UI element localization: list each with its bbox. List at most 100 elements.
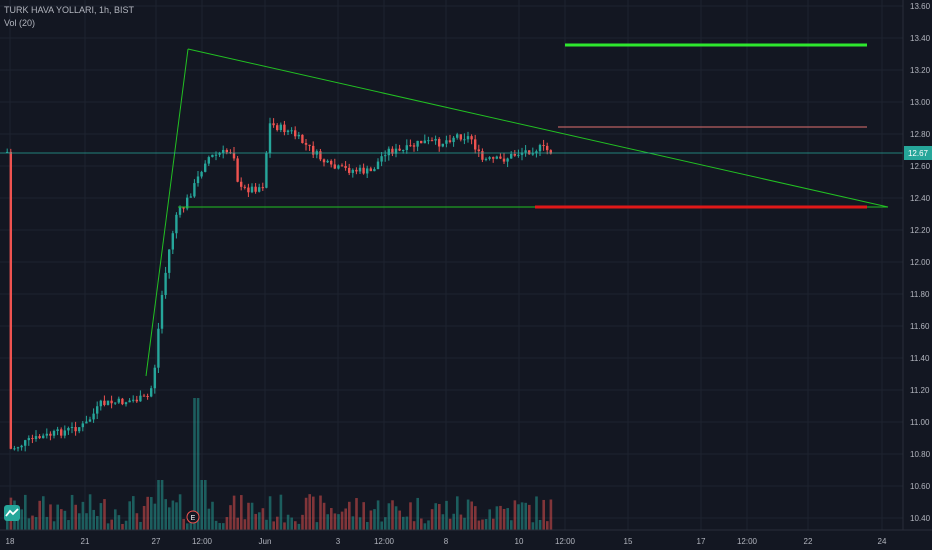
volume-bar <box>416 497 419 530</box>
volume-bar <box>211 501 214 530</box>
time-tick-label: 27 <box>152 537 161 546</box>
candle-body <box>369 168 372 172</box>
candle-body <box>506 158 509 162</box>
time-axis[interactable]: 18 21 27 12:00 Jun 3 12:00 8 10 12:00 15 17 12:00 22 2… <box>6 537 887 546</box>
candle-body <box>218 153 221 155</box>
candle-body <box>373 169 376 172</box>
volume-bar <box>106 523 110 530</box>
volume-bar <box>229 505 232 530</box>
candle-body <box>164 272 167 295</box>
volume-bar <box>448 518 452 530</box>
volume-bar <box>128 501 131 530</box>
candle-body <box>114 402 117 404</box>
volume-bar <box>42 496 45 530</box>
volume-bar <box>528 504 531 530</box>
volume-bar <box>358 517 362 530</box>
volume-bar <box>466 499 470 530</box>
volume-bar <box>333 513 337 530</box>
volume-bar <box>6 516 9 530</box>
volume-bar <box>78 513 81 530</box>
volume-bar <box>157 480 160 530</box>
candle-body <box>67 428 70 431</box>
volume-bar <box>520 502 524 530</box>
volume-bar <box>81 501 85 530</box>
earnings-marker[interactable]: E <box>186 510 200 524</box>
candle-body <box>484 158 488 160</box>
time-tick-label: 21 <box>81 537 90 546</box>
volume-bar <box>74 504 77 530</box>
price-tick-label: 11.80 <box>910 290 930 299</box>
volume-indicator-label[interactable]: Vol (20) <box>4 18 36 28</box>
time-tick-label: 3 <box>336 537 341 546</box>
volume-bar <box>499 505 502 530</box>
candle-body <box>499 156 502 159</box>
candle-body <box>502 158 506 162</box>
candle-body <box>330 160 333 165</box>
volume-bar <box>56 504 59 530</box>
volume-bar <box>240 495 243 530</box>
price-tick-label: 11.60 <box>910 322 930 331</box>
volume-bar <box>279 494 283 530</box>
candle-body <box>286 130 290 133</box>
volume-bar <box>200 480 203 530</box>
volume-bar <box>391 500 394 530</box>
volume-bar <box>258 512 261 530</box>
candle-body <box>110 400 113 404</box>
volume-bar <box>160 480 164 530</box>
volume-bar <box>517 504 520 530</box>
volume-bar <box>150 497 153 530</box>
candle-body <box>52 431 56 436</box>
price-axis[interactable]: 13.60 13.40 13.20 13.00 12.80 12.60 12.40 12.20… <box>910 2 931 523</box>
candle-body <box>16 447 20 449</box>
volume-bar <box>355 498 358 530</box>
candle-body <box>261 187 264 189</box>
time-tick-label: 12:00 <box>737 537 758 546</box>
candle-body <box>78 427 81 432</box>
candle-body <box>362 167 365 174</box>
candle-body <box>45 433 48 436</box>
candle-body <box>42 435 45 439</box>
volume-bar <box>193 398 196 530</box>
tradingview-logo-icon[interactable] <box>4 505 20 521</box>
volume-bar <box>351 516 355 530</box>
trendline-upper <box>187 48 889 208</box>
volume-bar <box>542 499 545 530</box>
time-tick-label: 15 <box>624 537 633 546</box>
candle-body <box>333 164 336 169</box>
candle-body <box>283 124 286 133</box>
price-tick-label: 10.60 <box>910 482 931 491</box>
volume-bar <box>286 514 290 530</box>
candle-body <box>319 151 322 160</box>
candle-body <box>27 438 30 441</box>
volume-bar <box>38 500 41 530</box>
candle-body <box>488 157 491 159</box>
candle-body <box>153 367 156 389</box>
price-tick-label: 12.80 <box>910 130 931 139</box>
candle-body <box>175 214 178 234</box>
candle-body <box>236 158 239 182</box>
price-tick-label: 13.00 <box>910 98 931 107</box>
price-tick-label: 11.20 <box>910 386 930 395</box>
volume-bar <box>103 499 106 530</box>
time-tick-label: 12:00 <box>555 537 576 546</box>
volume-bar <box>402 516 405 530</box>
candle-body <box>322 159 326 163</box>
candle-body <box>351 169 354 173</box>
candle-body <box>492 157 495 159</box>
candle-body <box>34 436 38 440</box>
candle-body <box>456 134 459 138</box>
candle-body <box>459 134 462 140</box>
volume-bar <box>463 517 466 530</box>
volume-bar <box>139 521 142 530</box>
candle-body <box>222 149 225 154</box>
candle-body <box>326 160 329 163</box>
volume-bar <box>45 516 49 530</box>
candle-body <box>139 395 142 402</box>
volume-bar <box>67 520 70 530</box>
volume-bar <box>132 496 135 530</box>
symbol-title[interactable]: TURK HAVA YOLLARI, 1h, BIST <box>4 5 135 15</box>
candle-body <box>243 186 246 188</box>
current-price-badge: 12.67 <box>904 146 932 160</box>
price-tick-label: 13.40 <box>910 34 931 43</box>
